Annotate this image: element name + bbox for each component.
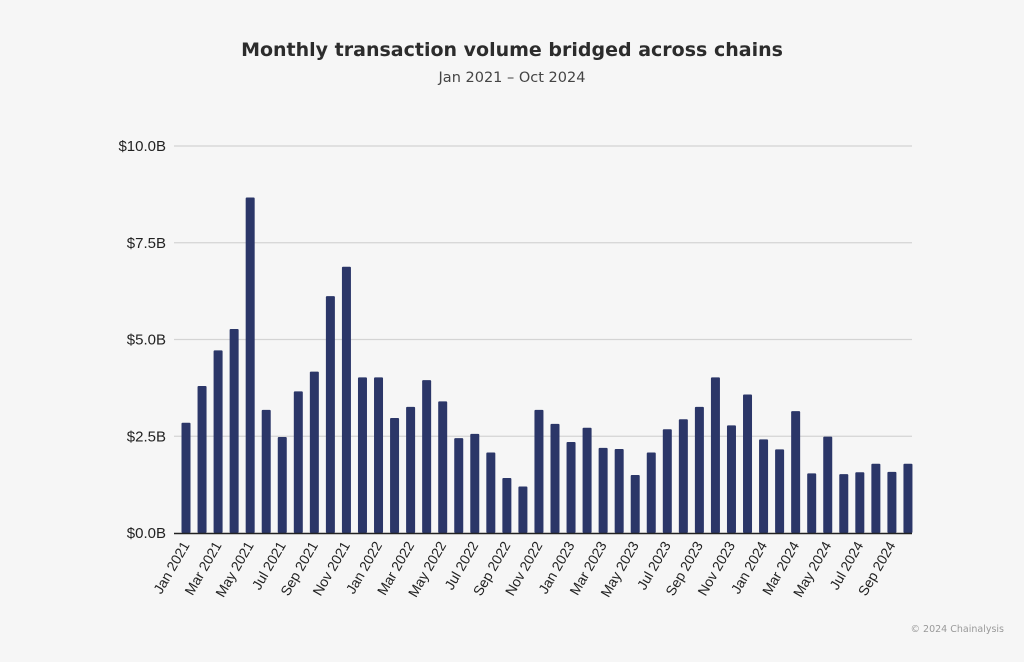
bar	[438, 401, 448, 533]
bar	[502, 478, 512, 533]
bar	[181, 422, 191, 533]
bar	[855, 472, 865, 533]
bar	[229, 329, 239, 533]
y-tick-label: $7.5B	[127, 235, 166, 252]
y-tick-label: $5.0B	[127, 332, 166, 349]
bar	[470, 433, 480, 533]
bar	[309, 371, 319, 533]
bar	[341, 266, 351, 533]
chart-subtitle: Jan 2021 – Oct 2024	[438, 70, 586, 86]
bar	[293, 391, 303, 533]
bar	[422, 380, 432, 533]
copyright-notice: © 2024 Chainalysis	[910, 624, 1004, 635]
bar	[678, 419, 688, 533]
bar	[662, 429, 672, 533]
gridlines	[174, 145, 912, 437]
y-tick-label: $10.0B	[118, 138, 166, 155]
bar	[390, 418, 400, 533]
bar	[710, 377, 720, 533]
bar	[903, 463, 913, 533]
bar	[550, 423, 560, 533]
bar	[646, 452, 656, 533]
bar	[694, 406, 704, 533]
bar	[791, 411, 801, 533]
bar	[357, 377, 367, 533]
bar	[245, 197, 255, 533]
bar	[871, 463, 881, 533]
bar	[807, 473, 817, 533]
bar	[598, 447, 608, 533]
bar	[887, 471, 897, 533]
bar	[518, 486, 528, 533]
bar	[197, 385, 207, 533]
y-axis-labels: $0.0B $2.5B $5.0B $7.5B $10.0B	[118, 138, 166, 542]
bar	[325, 296, 335, 533]
bar	[277, 437, 287, 533]
bar	[614, 449, 624, 533]
chart-title: Monthly transaction volume bridged acros…	[241, 39, 783, 61]
y-tick-label: $2.5B	[127, 428, 166, 445]
bar	[759, 439, 769, 533]
bar	[374, 377, 384, 533]
bar	[726, 425, 736, 533]
bar	[213, 350, 223, 533]
bar	[630, 474, 640, 533]
bar	[261, 409, 271, 533]
y-tick-label: $0.0B	[127, 525, 166, 542]
bar	[406, 406, 416, 533]
bar	[743, 394, 753, 533]
bar	[566, 442, 576, 533]
bar	[534, 409, 544, 533]
bar	[454, 438, 464, 533]
bar	[823, 436, 833, 533]
bars	[181, 197, 913, 533]
bar	[775, 449, 785, 533]
bar	[486, 452, 496, 533]
bar	[582, 427, 592, 533]
bar	[839, 474, 849, 533]
